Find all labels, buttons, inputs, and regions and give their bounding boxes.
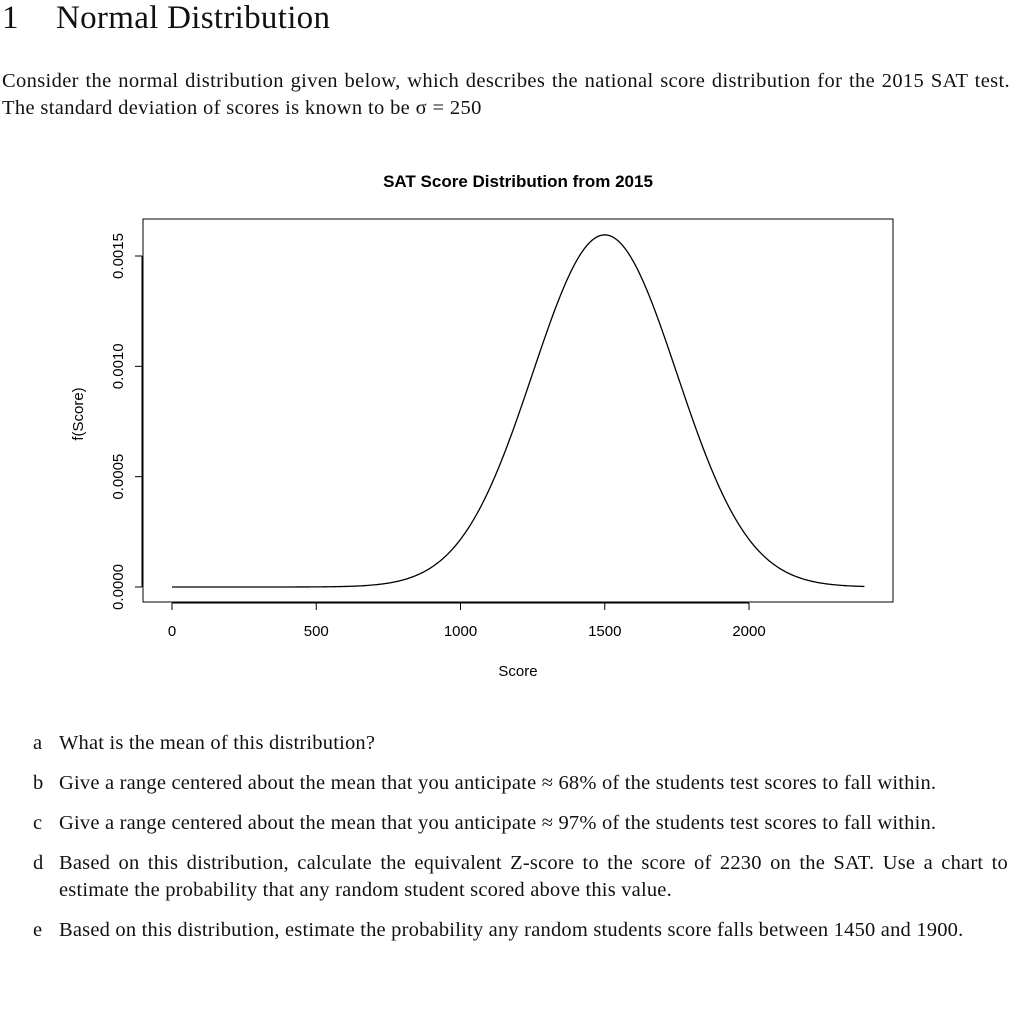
y-axis-label: f(Score) xyxy=(70,387,87,440)
y-tick-label: 0.0000 xyxy=(110,564,127,610)
y-tick-label: 0.0005 xyxy=(110,454,127,500)
question-item: b Give a range centered about the mean th… xyxy=(30,770,1008,797)
x-tick-label: 1000 xyxy=(444,623,477,640)
x-axis: 0 500 1000 1500 2000 xyxy=(168,602,766,640)
question-list: a What is the mean of this distribution? b… xyxy=(30,730,1008,957)
question-text: Give a range centered about the mean tha… xyxy=(59,772,937,794)
question-item: e Based on this distribution, estimate th… xyxy=(30,917,1008,944)
question-text: What is the mean of this distribution? xyxy=(59,732,376,754)
intro-paragraph: Consider the normal distribution given b… xyxy=(2,70,1010,119)
question-text: Based on this distribution, estimate the… xyxy=(59,919,964,941)
question-item: a What is the mean of this distribution? xyxy=(30,730,1008,757)
question-letter: e xyxy=(33,919,43,941)
plot-frame xyxy=(142,218,894,603)
question-letter: a xyxy=(33,732,43,754)
y-tick-label: 0.0010 xyxy=(110,343,127,389)
x-axis-label: Score xyxy=(498,663,537,680)
normal-distribution-chart: SAT Score Distribution from 2015 0 500 100… xyxy=(70,172,894,680)
section-number: 1 xyxy=(2,0,19,36)
density-curve xyxy=(172,234,865,588)
section-heading: 1 Normal Distribution xyxy=(2,0,330,36)
question-letter: c xyxy=(33,812,43,834)
chart-title: SAT Score Distribution from 2015 xyxy=(383,172,653,191)
question-letter: d xyxy=(33,852,44,874)
y-tick-label: 0.0015 xyxy=(110,233,127,279)
question-text: Give a range centered about the mean tha… xyxy=(59,812,937,834)
x-tick-label: 0 xyxy=(168,623,176,640)
question-item: c Give a range centered about the mean th… xyxy=(30,810,1008,837)
section-title: Normal Distribution xyxy=(56,0,331,36)
question-item: d Based on this distribution, calculate t… xyxy=(30,850,1008,904)
x-tick-label: 1500 xyxy=(588,623,621,640)
y-axis: 0.0000 0.0005 0.0010 0.0015 xyxy=(110,233,143,610)
question-letter: b xyxy=(33,772,44,794)
x-tick-label: 500 xyxy=(304,623,329,640)
x-tick-label: 2000 xyxy=(732,623,765,640)
question-text: Based on this distribution, calculate th… xyxy=(59,852,1008,901)
